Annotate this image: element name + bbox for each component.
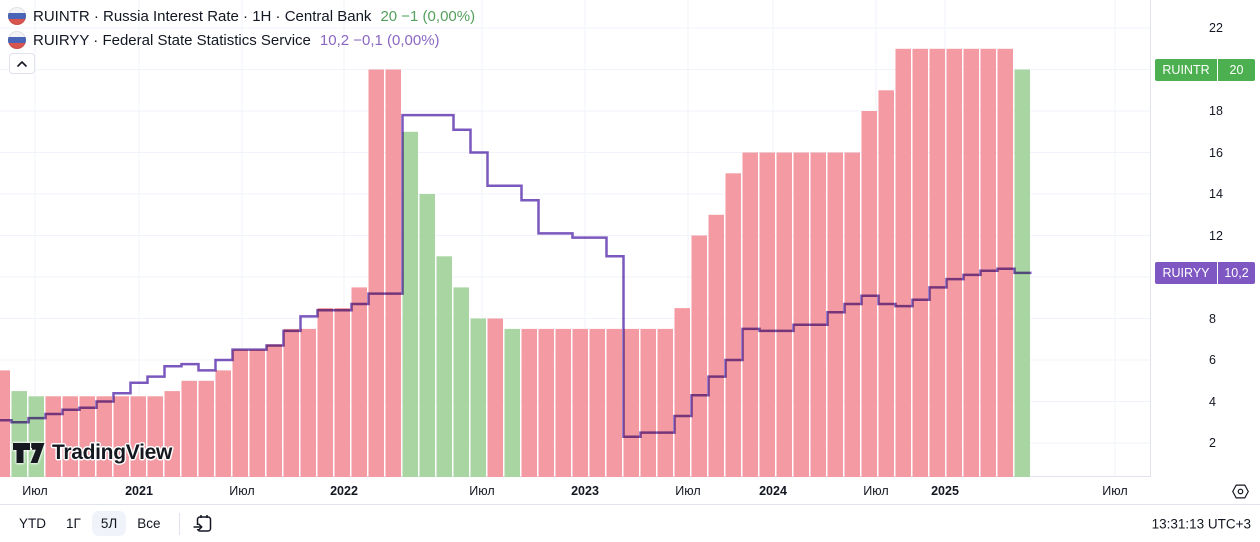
time-axis[interactable]: Июл 2021 Июл 2022 Июл 2023 Июл 2024 Июл 2025 Июл: [0, 477, 1260, 505]
time-tick-label: Июл: [675, 483, 701, 498]
price-tick-label: 12: [1209, 228, 1223, 243]
series-row-ruintr[interactable]: RUINTR · Russia Interest Rate · 1H · Cen…: [8, 5, 475, 27]
time-tick-label: 2025: [931, 483, 959, 498]
collapse-legend-button[interactable]: [9, 53, 35, 74]
toolbar-divider: [179, 512, 181, 535]
price-tick-label: 4: [1209, 394, 1216, 409]
price-tick-label: 6: [1209, 353, 1216, 367]
go-to-date-button[interactable]: [190, 511, 216, 537]
chevron-up-icon: [17, 60, 27, 67]
price-tick-label: 22: [1209, 21, 1223, 35]
range-button-5л[interactable]: 5Л: [91, 511, 127, 536]
price-axis[interactable]: 22 18 16 14 12 8 6 4 2 RUINTR 20 RUIRYY 10,2: [1150, 0, 1260, 477]
range-button-1г[interactable]: 1Г: [57, 511, 90, 536]
inflation-step-line[interactable]: [0, 113, 1032, 439]
calendar-goto-icon: [193, 514, 212, 532]
price-tag-value: 20: [1229, 62, 1244, 77]
time-tick-label: Июл: [863, 483, 889, 498]
chart-canvas[interactable]: [0, 0, 1150, 477]
price-tag-symbol: RUINTR: [1155, 58, 1218, 81]
price-tag-ruintr: RUINTR 20: [1155, 58, 1255, 81]
time-tick-label: 2022: [330, 483, 358, 498]
series-title-ruintr: RUINTR · Russia Interest Rate · 1H · Cen…: [33, 7, 372, 25]
price-tag-symbol: RUIRYY: [1155, 261, 1218, 284]
clock[interactable]: 13:31:13 UTC+3: [1151, 516, 1251, 531]
interest-rate-bars[interactable]: [0, 48, 1030, 477]
price-tag-ruiryy: RUIRYY 10,2: [1155, 261, 1255, 284]
tradingview-logo-icon: [13, 443, 45, 463]
time-tick-label: 2023: [571, 483, 599, 498]
bottom-toolbar: YTD 1Г 5Л Все 13:31:13 UTC+3: [0, 505, 1260, 542]
russia-flag-icon: [8, 7, 26, 25]
time-tick-label: 2024: [759, 483, 787, 498]
watermark-text: TradingView: [52, 441, 173, 464]
time-tick-label: Июл: [469, 483, 495, 498]
price-tick-label: 18: [1209, 104, 1223, 118]
time-tick-label: Июл: [1102, 483, 1128, 498]
series-title-ruiryy: RUIRYY · Federal State Statistics Servic…: [33, 31, 311, 49]
range-button-все[interactable]: Все: [128, 511, 169, 536]
tradingview-watermark: TradingView: [12, 441, 172, 465]
time-tick-label: Июл: [22, 483, 48, 498]
price-tag-value: 10,2: [1224, 265, 1249, 280]
legend: RUINTR · Russia Interest Rate · 1H · Cen…: [8, 5, 475, 53]
series-row-ruiryy[interactable]: RUIRYY · Federal State Statistics Servic…: [8, 29, 475, 51]
chart-plot-area[interactable]: RUINTR · Russia Interest Rate · 1H · Cen…: [0, 0, 1150, 477]
series-value-ruintr: 20 −1 (0,00%): [380, 7, 476, 25]
price-tick-label: 8: [1209, 311, 1216, 326]
time-tick-label: Июл: [229, 483, 255, 498]
series-value-ruiryy: 10,2 −0,1 (0,00%): [319, 31, 440, 49]
russia-flag-icon: [8, 31, 26, 49]
gear-icon: [1231, 484, 1249, 498]
price-tick-label: 16: [1209, 145, 1223, 160]
axis-settings-gear-icon[interactable]: [1229, 480, 1251, 502]
range-button-ytd[interactable]: YTD: [10, 511, 55, 536]
price-tick-label: 14: [1209, 187, 1223, 201]
price-tick-label: 2: [1209, 436, 1216, 450]
time-tick-label: 2021: [125, 483, 153, 498]
date-range-switcher: YTD 1Г 5Л Все: [10, 511, 171, 536]
